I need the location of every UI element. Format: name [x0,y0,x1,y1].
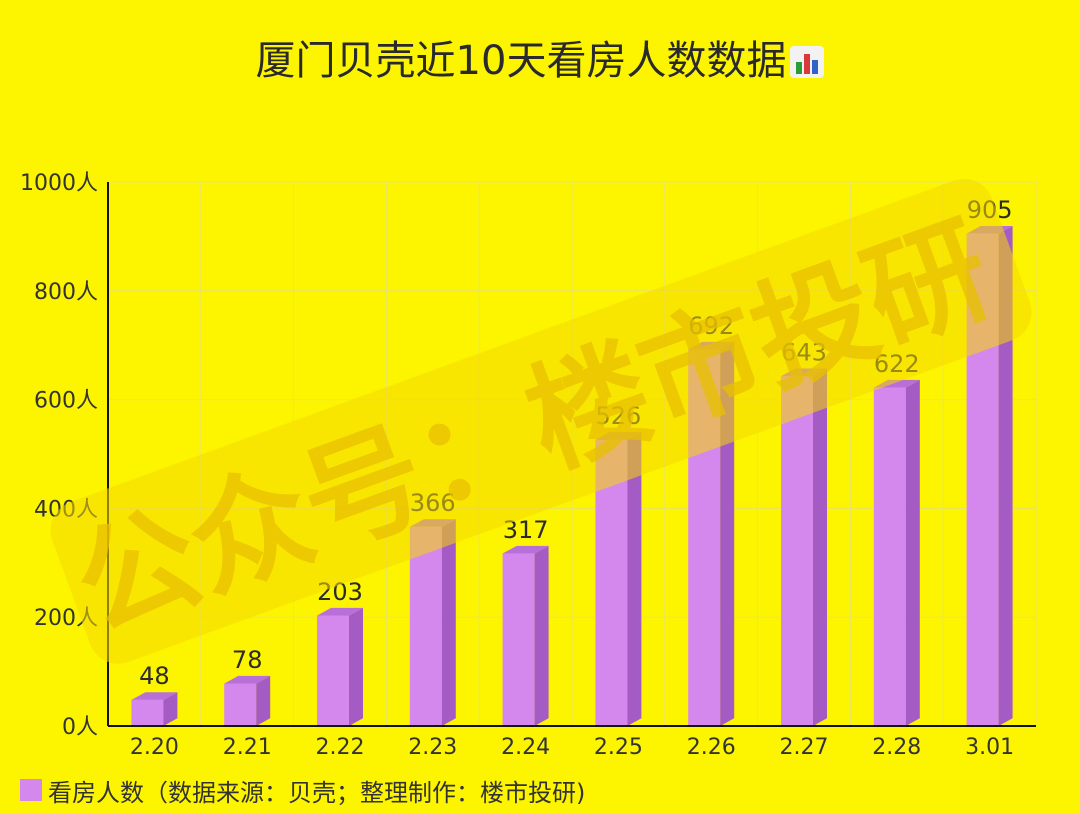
data-label: 692 [688,312,734,340]
x-tick-label: 2.28 [872,735,921,760]
bar [502,545,549,726]
bar-side [349,607,363,726]
bar [873,379,920,726]
legend-label: 看房人数（数据来源：贝壳；整理制作：楼市投研) [48,778,586,807]
y-tick-label: 800人 [34,280,98,305]
bar-front [781,376,813,726]
chart-title: 厦门贝壳近10天看房人数数据 [0,28,1080,86]
bar-top [131,692,178,700]
bar-side [720,341,735,726]
bar-side [256,675,271,726]
bar-side [163,692,178,726]
bar-side [441,519,456,726]
x-tick-label: 3.01 [965,735,1014,760]
bar [317,607,363,726]
data-label: 905 [967,196,1013,224]
y-tick-label: 400人 [34,497,98,522]
x-tick-label: 2.20 [130,735,179,760]
x-tick-label: 2.26 [687,735,736,760]
x-tick-label: 2.21 [223,735,272,760]
bar-front [688,349,721,726]
bar [131,692,178,726]
data-label: 78 [232,646,263,674]
data-label: 203 [317,578,363,606]
bar-side [998,225,1013,727]
y-tick-label: 200人 [34,606,98,631]
bar-front [224,683,257,726]
bar-front [317,615,349,726]
bar-chart-emoji-icon [790,46,825,78]
bar [966,225,1013,727]
bar-front [873,387,906,726]
x-tick-label: 2.24 [501,735,550,760]
data-label: 366 [410,489,456,517]
y-tick-label: 0人 [62,715,98,740]
bar [688,341,735,726]
bar-top [224,675,271,684]
bar-side [905,379,920,726]
y-tick-label: 600人 [34,389,98,414]
bar-front [966,233,999,726]
legend: 看房人数（数据来源：贝壳；整理制作：楼市投研) [20,774,586,807]
bar [781,368,827,726]
x-tick-label: 2.22 [316,735,365,760]
bar-front [409,526,442,726]
bar-front [131,699,164,726]
bar-front [595,439,628,726]
data-label: 526 [595,402,641,430]
bar-front [502,553,535,726]
legend-swatch [20,779,42,801]
data-label: 622 [874,350,920,378]
x-tick-label: 2.23 [408,735,457,760]
data-label: 48 [139,662,170,690]
x-tick-label: 2.25 [594,735,643,760]
bar [409,519,456,726]
bar-side [813,368,827,726]
bar [224,675,271,726]
data-label: 317 [503,516,549,544]
chart-title-text: 厦门贝壳近10天看房人数数据 [255,38,787,84]
y-tick-label: 1000人 [20,171,98,196]
data-label: 643 [781,339,827,367]
x-axis-ticks: 2.20 2.21 2.22 2.23 2.24 2.25 2.26 2.27 2.28 3.01 [130,735,1014,760]
bar-side [534,545,549,726]
bar [595,432,642,726]
y-axis-ticks: 0人 200人 400人 600人 800人 1000人 [20,171,98,740]
bar-side [627,432,642,726]
x-tick-label: 2.27 [780,735,829,760]
